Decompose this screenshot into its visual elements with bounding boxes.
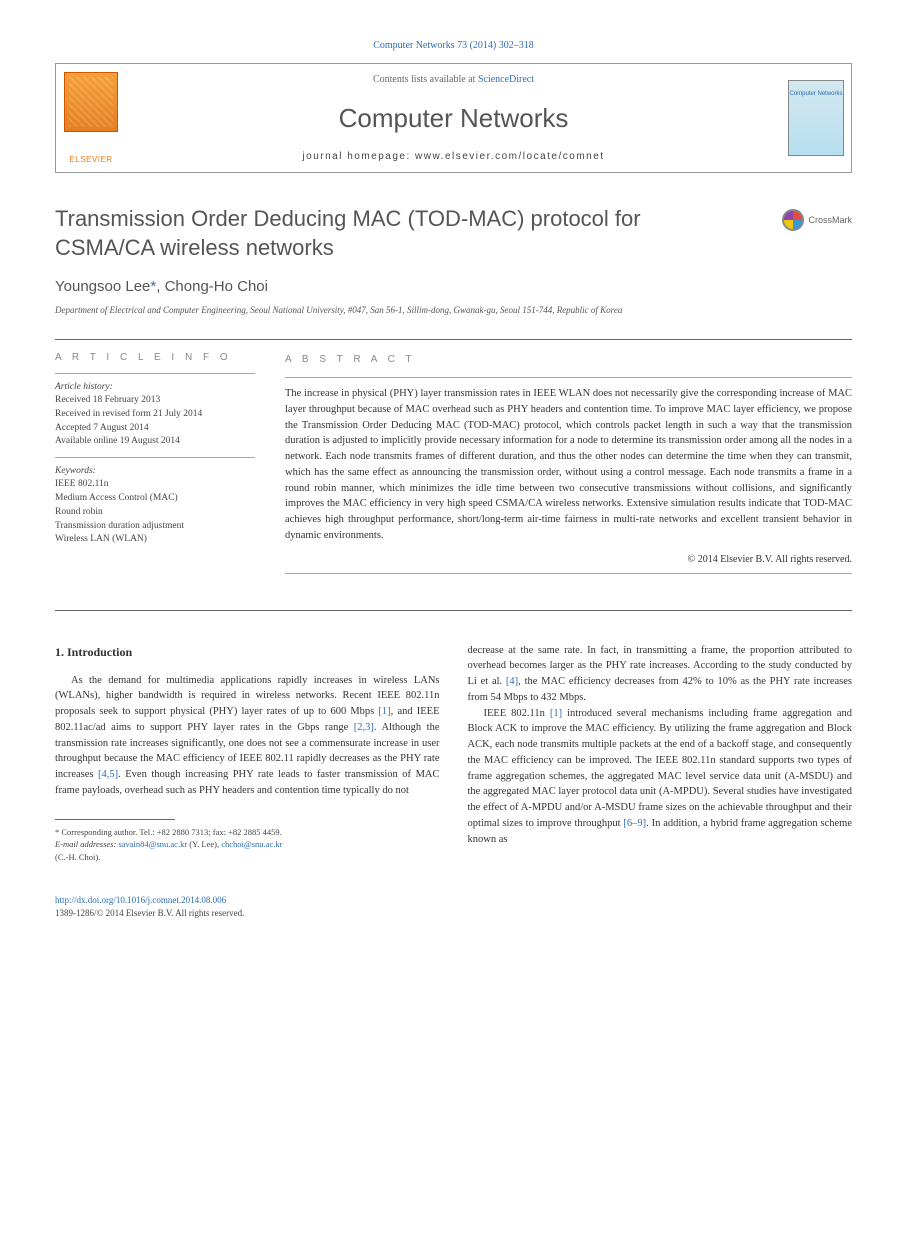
crossmark-badge[interactable]: CrossMark xyxy=(782,209,852,231)
journal-header: ELSEVIER Contents lists available at Sci… xyxy=(55,63,852,173)
ref-4-5[interactable]: [4,5] xyxy=(98,769,118,780)
journal-homepage: journal homepage: www.elsevier.com/locat… xyxy=(302,151,604,162)
body-columns: 1. Introduction As the demand for multim… xyxy=(55,643,852,864)
keyword-5: Wireless LAN (WLAN) xyxy=(55,533,255,547)
authors-line: Youngsoo Lee*, Chong-Ho Choi xyxy=(55,278,852,295)
divider-bottom xyxy=(55,610,852,611)
intro-paragraph-2: IEEE 802.11n [1] introduced several mech… xyxy=(468,706,853,848)
corresponding-footnote: * Corresponding author. Tel.: +82 2880 7… xyxy=(55,826,440,839)
keyword-1: IEEE 802.11n xyxy=(55,478,255,492)
abstract-divider-bottom xyxy=(285,573,852,574)
contents-prefix: Contents lists available at xyxy=(373,74,478,85)
email-footnote: E-mail addresses: savain84@snu.ac.kr (Y.… xyxy=(55,838,440,864)
author-1: Youngsoo Lee xyxy=(55,278,150,295)
keyword-2: Medium Access Control (MAC) xyxy=(55,492,255,506)
article-info-column: A R T I C L E I N F O Article history: R… xyxy=(55,352,255,574)
crossmark-icon xyxy=(782,209,804,231)
homepage-prefix: journal homepage: xyxy=(302,151,415,162)
header-center: Contents lists available at ScienceDirec… xyxy=(126,64,781,172)
history-accepted: Accepted 7 August 2014 xyxy=(55,422,255,436)
info-divider-2 xyxy=(55,457,255,458)
issn-copyright: 1389-1286/© 2014 Elsevier B.V. All right… xyxy=(55,907,852,920)
doi-link[interactable]: http://dx.doi.org/10.1016/j.comnet.2014.… xyxy=(55,895,226,905)
body-column-left: 1. Introduction As the demand for multim… xyxy=(55,643,440,864)
keyword-3: Round robin xyxy=(55,506,255,520)
email-1[interactable]: savain84@snu.ac.kr xyxy=(118,839,187,849)
abstract-copyright: © 2014 Elsevier B.V. All rights reserved… xyxy=(285,552,852,567)
journal-title: Computer Networks xyxy=(339,103,569,134)
contents-available: Contents lists available at ScienceDirec… xyxy=(373,74,534,85)
title-block: Transmission Order Deducing MAC (TOD-MAC… xyxy=(55,205,852,262)
abstract-heading: A B S T R A C T xyxy=(285,352,852,367)
abstract-text: The increase in physical (PHY) layer tra… xyxy=(285,386,852,544)
email-2[interactable]: chchoi@snu.ac.kr xyxy=(221,839,282,849)
crossmark-label: CrossMark xyxy=(808,215,852,225)
cover-cell: Computer Networks xyxy=(781,64,851,172)
info-divider-1 xyxy=(55,373,255,374)
ref-2-3[interactable]: [2,3] xyxy=(354,722,374,733)
keywords-label: Keywords: xyxy=(55,466,255,476)
sciencedirect-link[interactable]: ScienceDirect xyxy=(478,74,534,85)
intro-paragraph-1: As the demand for multimedia application… xyxy=(55,673,440,799)
section-1-heading: 1. Introduction xyxy=(55,643,440,661)
ref-1[interactable]: [1] xyxy=(378,706,390,717)
journal-cover-thumbnail: Computer Networks xyxy=(788,80,844,156)
ref-4[interactable]: [4] xyxy=(506,676,518,687)
ref-6-9[interactable]: [6–9] xyxy=(623,818,646,829)
keyword-4: Transmission duration adjustment xyxy=(55,520,255,534)
intro-paragraph-1-cont: decrease at the same rate. In fact, in t… xyxy=(468,643,853,706)
history-label: Article history: xyxy=(55,382,255,392)
divider-top xyxy=(55,339,852,340)
author-2: Chong-Ho Choi xyxy=(165,278,268,295)
info-abstract-row: A R T I C L E I N F O Article history: R… xyxy=(55,352,852,574)
publisher-name: ELSEVIER xyxy=(69,155,112,164)
paper-title: Transmission Order Deducing MAC (TOD-MAC… xyxy=(55,205,695,262)
abstract-divider xyxy=(285,377,852,378)
page-container: Computer Networks 73 (2014) 302–318 ELSE… xyxy=(0,0,907,949)
history-revised: Received in revised form 21 July 2014 xyxy=(55,408,255,422)
article-info-heading: A R T I C L E I N F O xyxy=(55,352,255,363)
history-online: Available online 19 August 2014 xyxy=(55,435,255,449)
citation-line: Computer Networks 73 (2014) 302–318 xyxy=(55,40,852,51)
body-column-right: decrease at the same rate. In fact, in t… xyxy=(468,643,853,864)
homepage-url[interactable]: www.elsevier.com/locate/comnet xyxy=(415,151,605,162)
footnote-separator xyxy=(55,819,175,820)
history-received: Received 18 February 2013 xyxy=(55,394,255,408)
ref-1b[interactable]: [1] xyxy=(550,708,562,719)
abstract-column: A B S T R A C T The increase in physical… xyxy=(285,352,852,574)
publisher-logo-cell: ELSEVIER xyxy=(56,64,126,172)
author-sep: , xyxy=(156,278,164,295)
affiliation: Department of Electrical and Computer En… xyxy=(55,305,852,315)
footnotes: * Corresponding author. Tel.: +82 2880 7… xyxy=(55,826,440,864)
elsevier-tree-icon xyxy=(64,72,118,132)
bottom-info: http://dx.doi.org/10.1016/j.comnet.2014.… xyxy=(55,894,852,919)
